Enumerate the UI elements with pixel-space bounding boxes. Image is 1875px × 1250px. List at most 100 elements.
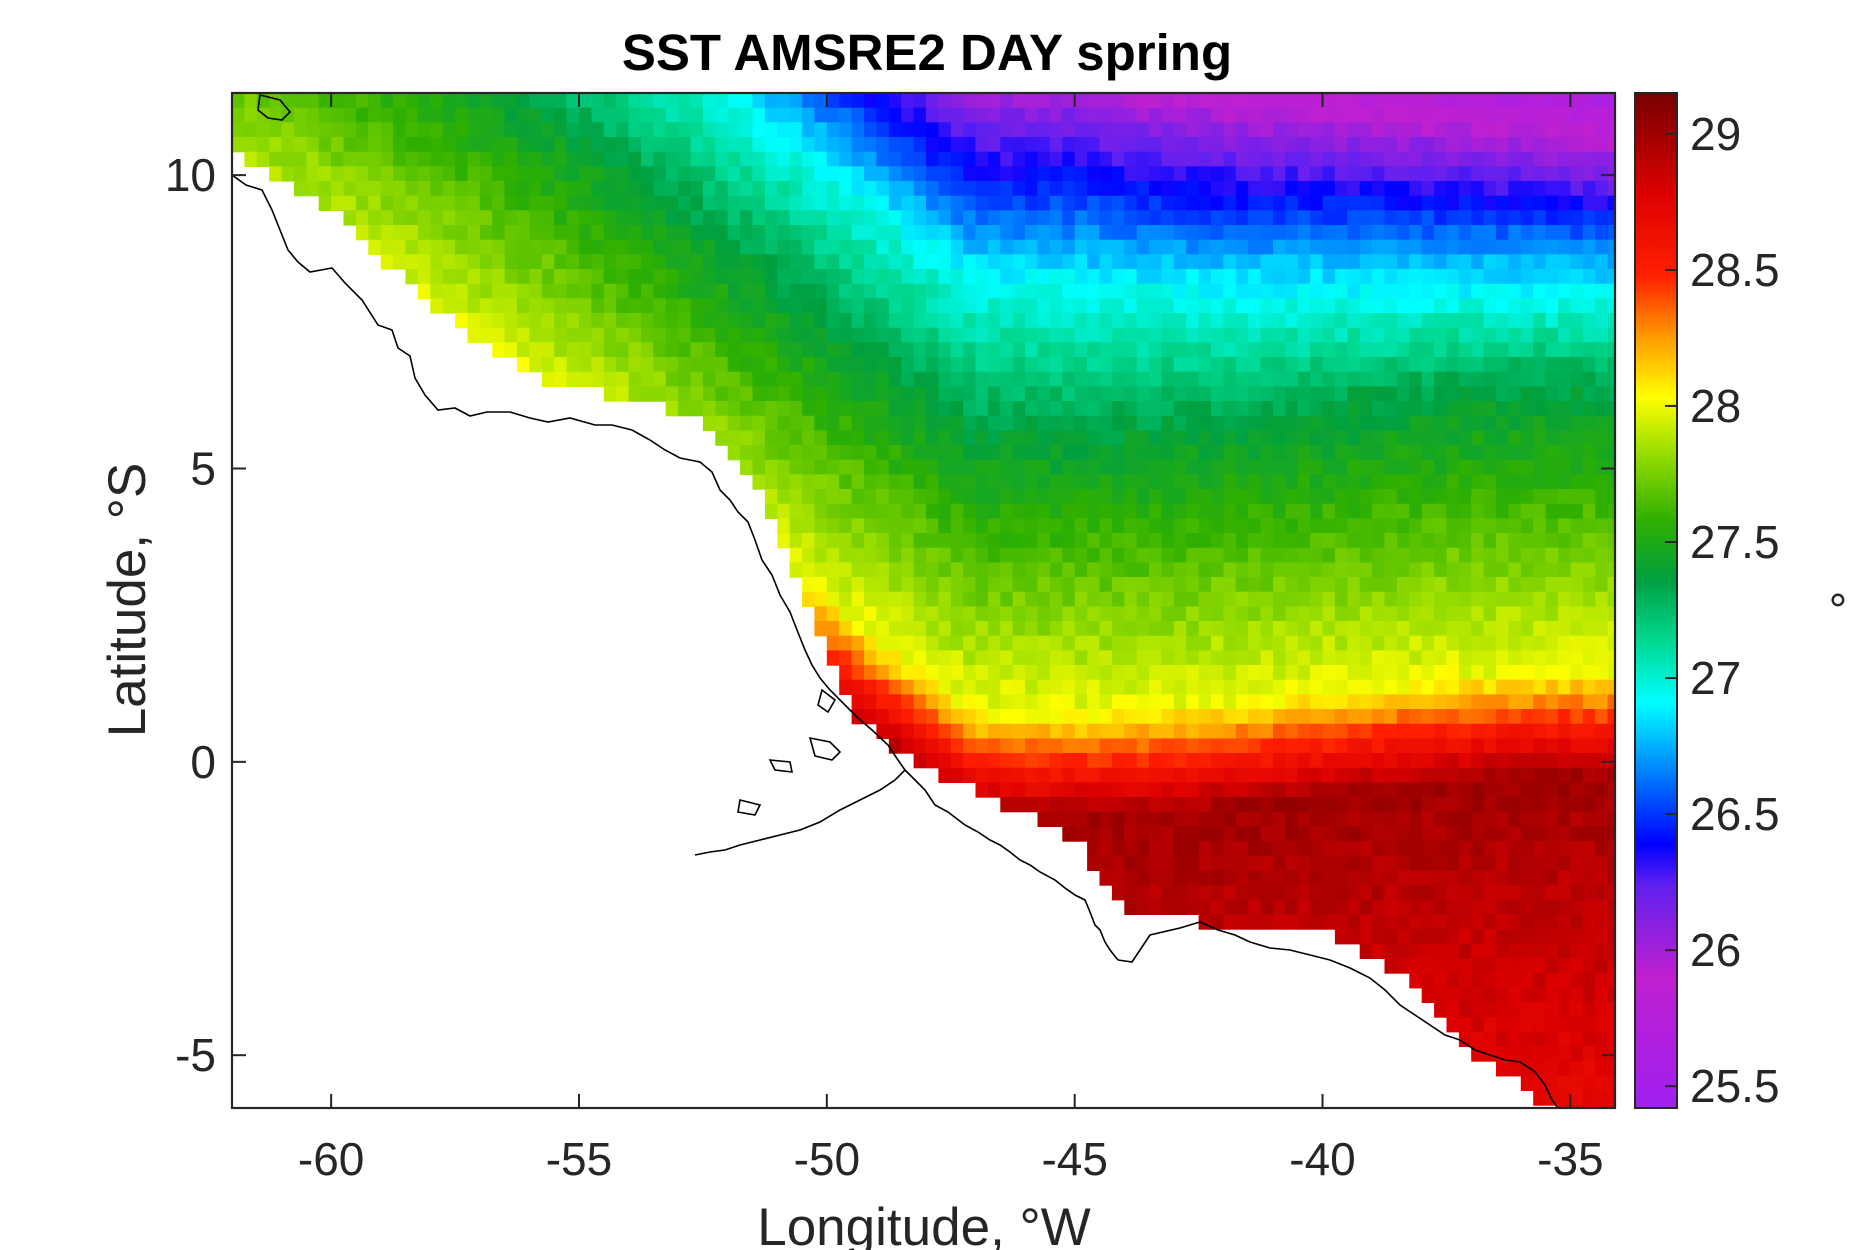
sst-cell — [1570, 694, 1584, 710]
sst-cell — [1471, 107, 1485, 123]
sst-cell — [1558, 650, 1571, 666]
sst-cell — [1111, 415, 1125, 431]
sst-cell — [1087, 283, 1101, 299]
sst-cell — [975, 239, 989, 255]
sst-cell — [1582, 371, 1596, 387]
sst-cell — [554, 151, 568, 167]
sst-cell — [1396, 606, 1410, 622]
sst-cell — [1483, 797, 1497, 813]
sst-cell — [1421, 283, 1435, 299]
sst-cell — [1384, 107, 1398, 123]
sst-cell — [1235, 899, 1249, 915]
sst-cell — [1248, 342, 1262, 358]
sst-cell — [740, 225, 754, 241]
sst-cell — [1322, 679, 1336, 695]
sst-cell — [1297, 782, 1311, 798]
sst-cell — [1570, 635, 1584, 651]
y-tick-label: -5 — [175, 1029, 216, 1081]
sst-cell — [1372, 503, 1386, 519]
sst-cell — [1558, 298, 1571, 314]
sst-cell — [876, 401, 890, 417]
sst-cell — [1372, 327, 1386, 343]
sst-cell — [1087, 151, 1101, 167]
sst-cell — [913, 606, 927, 622]
sst-cell — [1421, 298, 1435, 314]
sst-cell — [1533, 709, 1547, 725]
sst-cell — [950, 357, 964, 373]
sst-cell — [926, 181, 939, 197]
sst-cell — [1211, 621, 1224, 637]
sst-cell — [1496, 151, 1509, 167]
sst-cell — [1074, 621, 1088, 637]
sst-cell — [1062, 665, 1076, 681]
sst-cell — [777, 518, 791, 534]
sst-cell — [1136, 635, 1150, 651]
sst-cell — [1273, 122, 1286, 138]
sst-cell — [430, 225, 444, 241]
sst-cell — [1260, 430, 1274, 446]
sst-cell — [1520, 709, 1534, 725]
sst-cell — [727, 210, 741, 226]
sst-cell — [1149, 841, 1162, 857]
sst-cell — [752, 327, 766, 343]
sst-cell — [1483, 767, 1497, 783]
sst-cell — [1434, 606, 1448, 622]
sst-cell — [1087, 342, 1101, 358]
sst-cell — [1161, 254, 1175, 270]
sst-cell — [1607, 635, 1615, 651]
sst-cell — [1285, 665, 1299, 681]
sst-cell — [789, 415, 803, 431]
sst-cell — [1458, 489, 1472, 505]
sst-cell — [987, 327, 1001, 343]
sst-cell — [851, 459, 865, 475]
sst-cell — [1248, 107, 1262, 123]
sst-cell — [1496, 503, 1509, 519]
sst-cell — [1409, 709, 1423, 725]
sst-cell — [331, 195, 345, 211]
sst-cell — [987, 239, 1001, 255]
sst-cell — [950, 195, 964, 211]
sst-cell — [702, 195, 716, 211]
sst-cell — [1396, 166, 1410, 182]
sst-cell — [1223, 518, 1237, 534]
sst-cell — [1458, 797, 1472, 813]
sst-cell — [1248, 474, 1262, 490]
sst-cell — [752, 283, 766, 299]
sst-cell — [975, 650, 989, 666]
sst-cell — [740, 151, 754, 167]
sst-cell — [851, 445, 865, 461]
sst-cell — [1124, 533, 1138, 549]
sst-cell — [864, 122, 877, 138]
sst-cell — [665, 151, 679, 167]
sst-cell — [901, 533, 915, 549]
sst-cell — [1062, 489, 1076, 505]
sst-cell — [1607, 269, 1615, 285]
sst-cell — [938, 430, 952, 446]
sst-cell — [1396, 826, 1410, 842]
sst-cell — [1099, 93, 1113, 109]
sst-cell — [864, 342, 877, 358]
sst-cell — [839, 195, 853, 211]
sst-cell — [876, 445, 890, 461]
sst-cell — [901, 694, 915, 710]
sst-cell — [1396, 591, 1410, 607]
sst-cell — [368, 151, 382, 167]
sst-cell — [1582, 342, 1596, 358]
sst-cell — [628, 151, 642, 167]
sst-cell — [1595, 591, 1609, 607]
sst-cell — [1359, 811, 1373, 827]
sst-cell — [1322, 782, 1336, 798]
sst-cell — [554, 357, 568, 373]
sst-cell — [591, 195, 605, 211]
sst-cell — [1483, 826, 1497, 842]
sst-cell — [1496, 459, 1509, 475]
sst-cell — [1508, 929, 1522, 945]
sst-cell — [901, 547, 915, 563]
sst-cell — [529, 342, 543, 358]
sst-cell — [1372, 679, 1386, 695]
sst-cell — [1074, 489, 1088, 505]
sst-cell — [1347, 533, 1361, 549]
sst-cell — [1062, 753, 1076, 769]
sst-cell — [1037, 679, 1051, 695]
sst-cell — [1025, 430, 1039, 446]
